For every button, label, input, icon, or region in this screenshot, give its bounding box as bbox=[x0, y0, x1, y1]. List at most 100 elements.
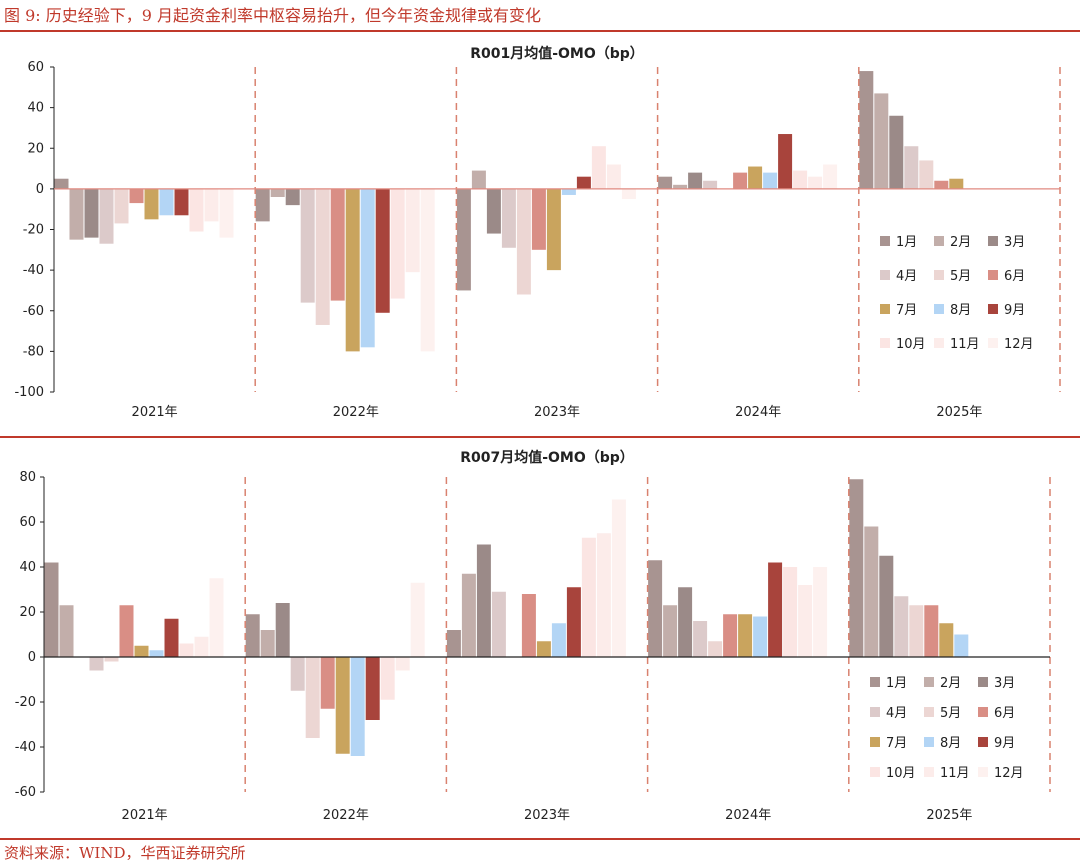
chart-2: R007月均值-OMO（bp） -60 -40 -20 0 20 40 60 80 2021年 20… bbox=[15, 449, 1051, 823]
legend-swatch bbox=[934, 236, 944, 246]
legend-swatch bbox=[988, 270, 998, 280]
bar-2024年-7月 bbox=[748, 166, 763, 189]
y-tick-label: -60 bbox=[15, 785, 36, 800]
bar-2021年-8月 bbox=[149, 650, 164, 657]
bar-2025年-8月 bbox=[954, 634, 969, 657]
category-label: 2021年 bbox=[132, 405, 178, 420]
legend-swatch bbox=[880, 270, 890, 280]
bar-2023年-7月 bbox=[536, 641, 551, 657]
legend-label: 2月 bbox=[950, 235, 971, 250]
y-tick-label: -100 bbox=[14, 385, 44, 400]
bar-2023年-12月 bbox=[611, 499, 626, 657]
bar-2022年-9月 bbox=[365, 657, 380, 720]
bar-2025年-7月 bbox=[939, 623, 954, 657]
bar-2022年-10月 bbox=[380, 657, 395, 700]
legend-label: 10月 bbox=[896, 337, 926, 352]
bar-2022年-10月 bbox=[390, 188, 405, 299]
section-rule-0 bbox=[0, 30, 1080, 32]
legend: 1月 2月 3月 4月 5月 6月 7月 8月 9月 10月 11月 12月 bbox=[880, 235, 1034, 352]
legend-swatch bbox=[870, 767, 880, 777]
bar-2022年-5月 bbox=[315, 188, 330, 325]
bar-2022年-4月 bbox=[290, 657, 305, 691]
legend-swatch bbox=[978, 707, 988, 717]
bar-2025年-3月 bbox=[879, 555, 894, 657]
legend-swatch bbox=[870, 677, 880, 687]
bar-2024年-6月 bbox=[723, 614, 738, 657]
y-tick-label: 60 bbox=[27, 60, 44, 75]
legend-swatch bbox=[924, 707, 934, 717]
legend-label: 6月 bbox=[994, 706, 1015, 721]
legend-swatch bbox=[880, 338, 890, 348]
bar-2021年-5月 bbox=[104, 657, 119, 662]
bar-2022年-4月 bbox=[300, 188, 315, 303]
bar-2024年-12月 bbox=[823, 164, 838, 189]
bar-2023年-2月 bbox=[461, 573, 476, 657]
bar-2024年-12月 bbox=[813, 567, 828, 657]
bar-2022年-2月 bbox=[270, 188, 285, 197]
bar-2025年-4月 bbox=[894, 596, 909, 657]
legend-label: 9月 bbox=[1004, 303, 1025, 318]
bar-2025年-1月 bbox=[849, 479, 864, 657]
y-tick-label: 80 bbox=[19, 470, 36, 485]
bar-2024年-9月 bbox=[778, 134, 793, 189]
legend-swatch bbox=[988, 304, 998, 314]
bar-2024年-11月 bbox=[798, 585, 813, 657]
bar-2022年-8月 bbox=[360, 188, 375, 348]
bar-2023年-9月 bbox=[576, 176, 591, 189]
bar-2024年-3月 bbox=[688, 172, 703, 189]
legend: 1月 2月 3月 4月 5月 6月 7月 8月 9月 10月 11月 12月 bbox=[870, 676, 1024, 781]
bar-2023年-5月 bbox=[516, 188, 531, 295]
bar-2021年-6月 bbox=[119, 605, 134, 657]
legend-label: 11月 bbox=[950, 337, 980, 352]
bar-2023年-1月 bbox=[456, 188, 471, 291]
bar-2023年-8月 bbox=[551, 623, 566, 657]
category-label: 2021年 bbox=[122, 808, 168, 823]
bar-2024年-5月 bbox=[708, 641, 723, 657]
legend-label: 12月 bbox=[994, 766, 1024, 781]
bar-2023年-11月 bbox=[596, 533, 611, 657]
bar-2022年-7月 bbox=[335, 657, 350, 754]
bar-2021年-10月 bbox=[179, 643, 194, 657]
bar-2021年-2月 bbox=[59, 605, 74, 657]
bar-2021年-7月 bbox=[134, 645, 149, 657]
bar-2025年-4月 bbox=[904, 146, 919, 189]
legend-label: 7月 bbox=[886, 736, 907, 751]
bar-2025年-5月 bbox=[909, 605, 924, 657]
legend-label: 1月 bbox=[886, 676, 907, 691]
bar-2023年-6月 bbox=[521, 594, 536, 657]
chart-title: R001月均值-OMO（bp） bbox=[470, 45, 644, 62]
bar-2023年-11月 bbox=[606, 164, 621, 189]
bar-2021年-3月 bbox=[84, 188, 99, 238]
category-label: 2024年 bbox=[725, 808, 771, 823]
legend-swatch bbox=[978, 767, 988, 777]
bar-2024年-10月 bbox=[793, 170, 808, 189]
section-rule-1 bbox=[0, 436, 1080, 438]
bar-2024年-2月 bbox=[663, 605, 678, 657]
bar-2021年-1月 bbox=[54, 178, 69, 189]
bar-2024年-4月 bbox=[703, 180, 718, 189]
legend-swatch bbox=[924, 677, 934, 687]
legend-swatch bbox=[880, 304, 890, 314]
category-label: 2023年 bbox=[534, 405, 580, 420]
legend-label: 10月 bbox=[886, 766, 916, 781]
bar-2025年-2月 bbox=[864, 526, 879, 657]
bar-2024年-1月 bbox=[648, 560, 663, 657]
legend-label: 3月 bbox=[1004, 235, 1025, 250]
legend-label: 4月 bbox=[896, 269, 917, 284]
bar-2024年-6月 bbox=[733, 172, 748, 189]
y-tick-label: -20 bbox=[23, 223, 44, 238]
bar-2022年-6月 bbox=[320, 657, 335, 709]
bar-2021年-12月 bbox=[209, 578, 224, 657]
y-tick-label: 20 bbox=[27, 141, 44, 156]
legend-label: 11月 bbox=[940, 766, 970, 781]
bar-2022年-3月 bbox=[275, 603, 290, 657]
bar-2021年-4月 bbox=[89, 657, 104, 671]
section-rule-2 bbox=[0, 838, 1080, 840]
bar-2023年-12月 bbox=[621, 188, 636, 200]
bar-2025年-5月 bbox=[919, 160, 934, 189]
bar-2023年-9月 bbox=[566, 587, 581, 657]
bar-2022年-11月 bbox=[395, 657, 410, 671]
bar-2021年-6月 bbox=[129, 188, 144, 204]
bar-2021年-9月 bbox=[164, 618, 179, 657]
